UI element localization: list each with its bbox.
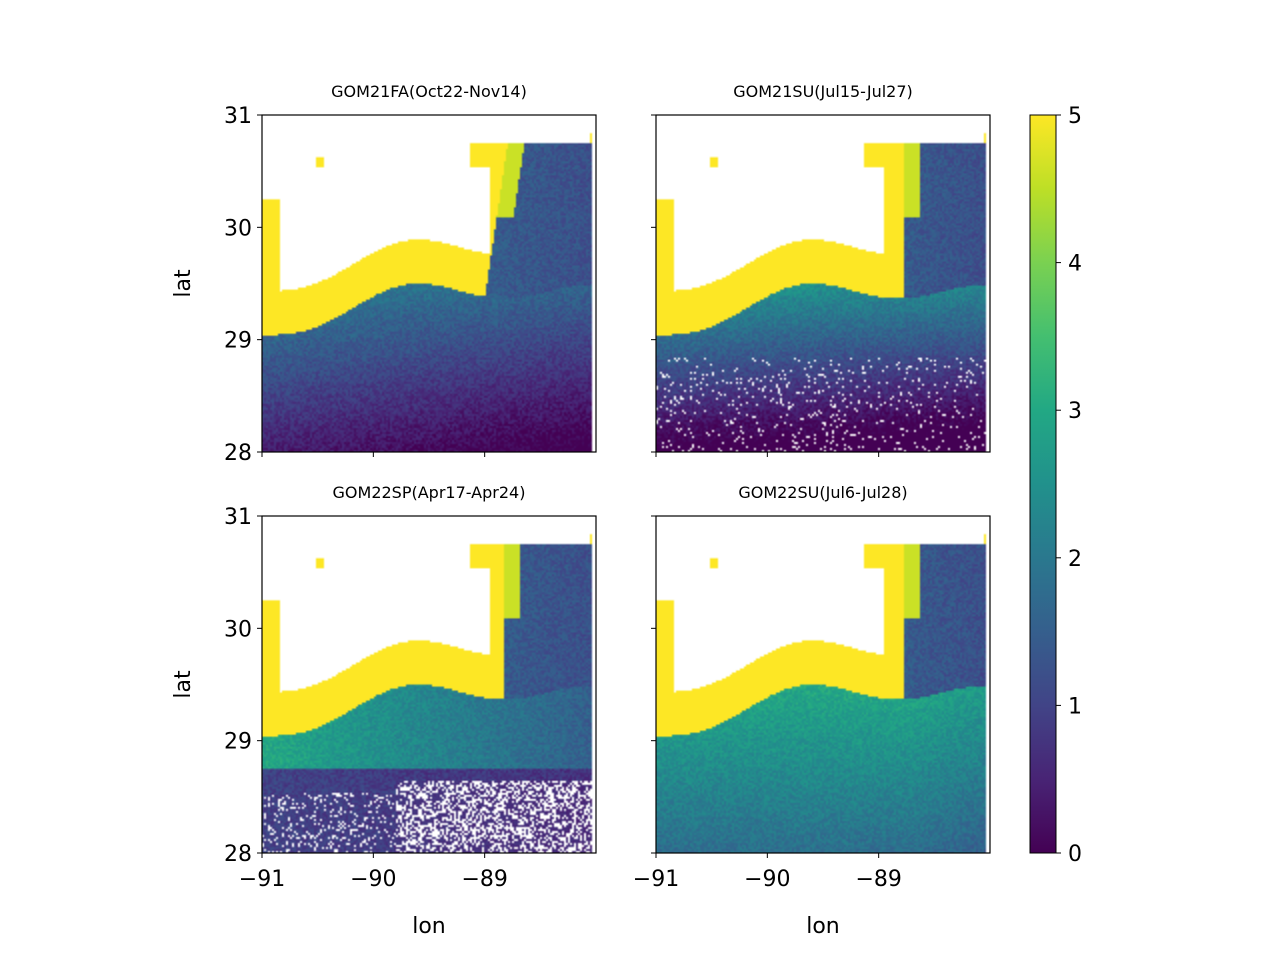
x-tick-label: −91 [633,867,679,892]
colorbar-tick-label: 2 [1068,547,1082,572]
y-tick-label: 30 [224,216,252,241]
y-tick-label: 28 [224,441,252,466]
y-axis-label: lat [171,269,196,298]
y-tick-label: 30 [224,617,252,642]
y-tick-label: 31 [224,104,252,129]
y-tick-label: 29 [224,730,252,755]
colorbar-tick-label: 3 [1068,399,1082,424]
y-axis-label: lat [171,670,196,699]
panel-title: GOM21SU(Jul15-Jul27) [733,82,913,101]
colorbar-tick-label: 1 [1068,694,1082,719]
panel-4: GOM22SU(Jul6-Jul28) −91 −90 −89 lon [633,483,991,939]
heatmap-raster [262,516,596,853]
panel-3: GOM22SP(Apr17-Apr24) 28 29 30 31 −91 −90 −89 lat… [171,483,597,939]
panel-1: GOM21FA(Oct22-Nov14) 28 29 30 31 lat [171,82,597,466]
panel-title: GOM21FA(Oct22-Nov14) [331,82,527,101]
heatmap-raster [262,115,596,452]
colorbar-gradient [1029,114,1057,854]
x-tick-label: −89 [855,867,901,892]
panel-title: GOM22SU(Jul6-Jul28) [738,483,907,502]
panel-2: GOM21SU(Jul15-Jul27) [651,82,991,457]
x-tick-label: −89 [461,867,507,892]
y-tick-label: 28 [224,842,252,867]
axes-frame [261,114,597,453]
panel-title: GOM22SP(Apr17-Apr24) [333,483,526,502]
x-tick-label: −90 [350,867,396,892]
x-tick-label: −91 [239,867,285,892]
x-axis-label: lon [412,914,446,939]
colorbar-tick-label: 4 [1068,252,1082,277]
panels-group: GOM21FA(Oct22-Nov14) 28 29 30 31 lat GOM21SU(J… [171,82,991,939]
colorbar: 0 1 2 3 4 5 [1029,104,1082,867]
x-axis-label: lon [806,914,840,939]
axes-frame [655,515,991,854]
colorbar-tick-label: 0 [1068,842,1082,867]
axes-frame [655,114,991,453]
axes-frame [261,515,597,854]
colorbar-tick-label: 5 [1068,104,1082,129]
y-tick-label: 29 [224,329,252,354]
x-tick-label: −90 [744,867,790,892]
heatmap-raster [656,516,990,853]
heatmap-raster [656,115,990,452]
y-tick-label: 31 [224,505,252,530]
